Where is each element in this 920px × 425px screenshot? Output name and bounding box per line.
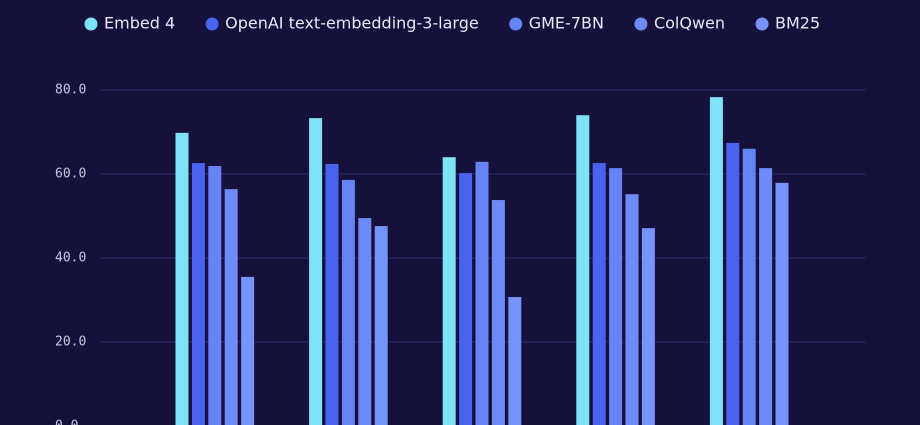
bar (224, 189, 238, 425)
bar (358, 218, 372, 425)
bar (325, 163, 339, 425)
y-tick-label: 80.0 (55, 83, 86, 98)
bar (709, 97, 723, 425)
bar (475, 161, 489, 425)
bar (576, 115, 590, 425)
bar (508, 297, 522, 425)
bar (374, 226, 388, 425)
bar (208, 166, 222, 425)
legend-label: GME-7BN (529, 14, 604, 33)
legend-label: ColQwen (654, 14, 725, 33)
y-tick-label: 60.0 (55, 167, 86, 182)
bar (241, 276, 255, 425)
bar (609, 168, 623, 425)
bar (641, 228, 655, 425)
legend-marker (205, 17, 219, 31)
legend-marker (755, 17, 769, 31)
bar (625, 194, 639, 425)
legend-marker (509, 17, 523, 31)
legend-label: Embed 4 (104, 14, 175, 33)
y-tick-label: 40.0 (55, 251, 86, 266)
bar (309, 118, 323, 425)
bar (191, 163, 205, 425)
legend-marker (634, 17, 648, 31)
bar (726, 142, 740, 425)
bar (175, 132, 189, 425)
bar (459, 173, 473, 425)
bar (442, 157, 456, 425)
bar (592, 163, 606, 425)
bar (742, 148, 756, 425)
bar (759, 168, 773, 425)
y-tick-label: 20.0 (55, 335, 86, 350)
bar (491, 200, 505, 425)
bar (775, 182, 789, 425)
legend-label: BM25 (775, 14, 820, 33)
y-tick-label: 0.0 (55, 419, 78, 425)
legend-marker (84, 17, 98, 31)
legend-label: OpenAI text-embedding-3-large (225, 14, 479, 33)
bar (341, 179, 355, 425)
